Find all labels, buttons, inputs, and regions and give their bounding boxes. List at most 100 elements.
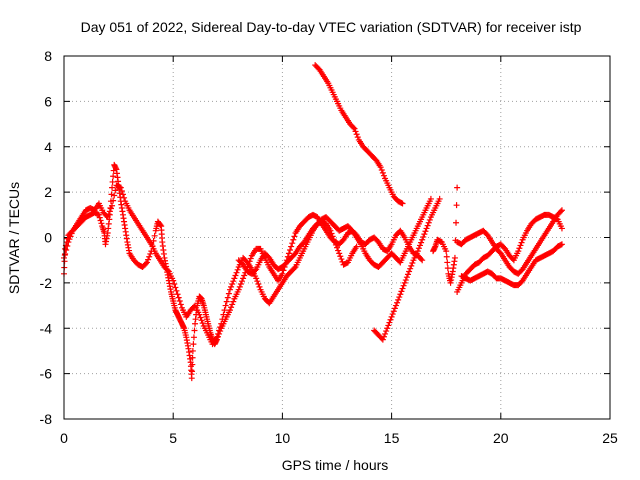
data-point: [65, 239, 72, 246]
y-tick-label: 4: [44, 139, 52, 155]
data-point: [176, 298, 183, 305]
data-point: [384, 325, 391, 332]
data-point: [109, 184, 116, 191]
data-point: [338, 256, 345, 263]
x-tick-label: 25: [602, 430, 618, 446]
data-point: [353, 131, 360, 138]
y-tick-label: -6: [40, 366, 53, 382]
data-point: [451, 254, 458, 261]
y-axis-label: SDTVAR / TECUs: [6, 182, 22, 294]
data-point: [164, 267, 171, 274]
data-point: [291, 233, 298, 240]
data-point: [142, 260, 149, 267]
data-point: [230, 298, 237, 305]
data-point: [418, 256, 425, 263]
data-point: [353, 243, 360, 250]
data-point: [214, 330, 221, 337]
x-tick-label: 20: [493, 430, 509, 446]
data-point: [352, 128, 359, 135]
y-tick-label: 2: [44, 184, 52, 200]
y-tick-label: -4: [40, 320, 53, 336]
x-tick-label: 15: [384, 430, 400, 446]
data-point: [143, 259, 150, 266]
data-point: [558, 207, 565, 214]
data-point: [224, 294, 231, 301]
data-point: [289, 240, 296, 247]
data-point: [329, 233, 336, 240]
data-point: [404, 271, 411, 278]
data-point: [66, 236, 73, 243]
data-point: [109, 202, 116, 209]
data-point: [453, 219, 460, 226]
data-point: [253, 275, 260, 282]
data-point: [380, 172, 387, 179]
data-point: [171, 281, 178, 288]
data-point: [557, 208, 564, 215]
data-point: [147, 250, 154, 257]
data-point: [256, 283, 263, 290]
data-point: [378, 167, 385, 174]
data-point: [414, 248, 421, 255]
data-point: [235, 286, 242, 293]
data-point: [331, 239, 338, 246]
data-point: [399, 200, 406, 207]
data-point: [291, 265, 298, 272]
data-point: [351, 125, 358, 132]
data-point: [110, 173, 117, 180]
data-point: [279, 270, 286, 277]
data-point: [382, 330, 389, 337]
data-point: [290, 236, 297, 243]
data-point: [228, 283, 235, 290]
data-point: [377, 164, 384, 171]
data-point: [354, 134, 361, 141]
data-point: [189, 347, 196, 354]
data-point: [394, 299, 401, 306]
data-point: [419, 236, 426, 243]
data-point: [233, 269, 240, 276]
data-point: [328, 230, 335, 237]
y-tick-label: 6: [44, 93, 52, 109]
data-point: [64, 243, 71, 250]
data-point: [109, 178, 116, 185]
data-point: [225, 290, 232, 297]
data-point: [385, 322, 392, 329]
data-point: [419, 257, 426, 264]
data-point: [220, 311, 227, 318]
data-point: [254, 278, 261, 285]
data-point: [518, 239, 525, 246]
data-point: [170, 277, 177, 284]
y-tick-label: -2: [40, 275, 53, 291]
data-point: [399, 285, 406, 292]
data-point: [190, 334, 197, 341]
data-point: [213, 334, 220, 341]
data-point: [423, 225, 430, 232]
data-point: [118, 187, 125, 194]
y-tick-label: -8: [40, 411, 53, 427]
data-point: [174, 291, 181, 298]
data-point: [350, 124, 357, 131]
plot-frame: [63, 55, 611, 420]
data-point: [231, 275, 238, 282]
data-point: [177, 301, 184, 308]
data-point: [398, 288, 405, 295]
data-point: [517, 242, 524, 249]
data-point: [558, 241, 565, 248]
data-point: [422, 228, 429, 235]
data-point: [387, 316, 394, 323]
data-point: [403, 274, 410, 281]
data-point: [226, 307, 233, 314]
data-point: [379, 336, 386, 343]
data-point: [232, 272, 239, 279]
data-point: [108, 191, 115, 198]
data-point: [379, 169, 386, 176]
data-point: [516, 245, 523, 252]
data-point: [334, 244, 340, 251]
data-point: [112, 187, 119, 194]
data-point: [111, 192, 118, 199]
data-point: [173, 287, 180, 294]
data-point: [407, 265, 414, 272]
data-point: [119, 191, 126, 198]
data-point: [228, 304, 235, 311]
data-point: [238, 278, 245, 285]
